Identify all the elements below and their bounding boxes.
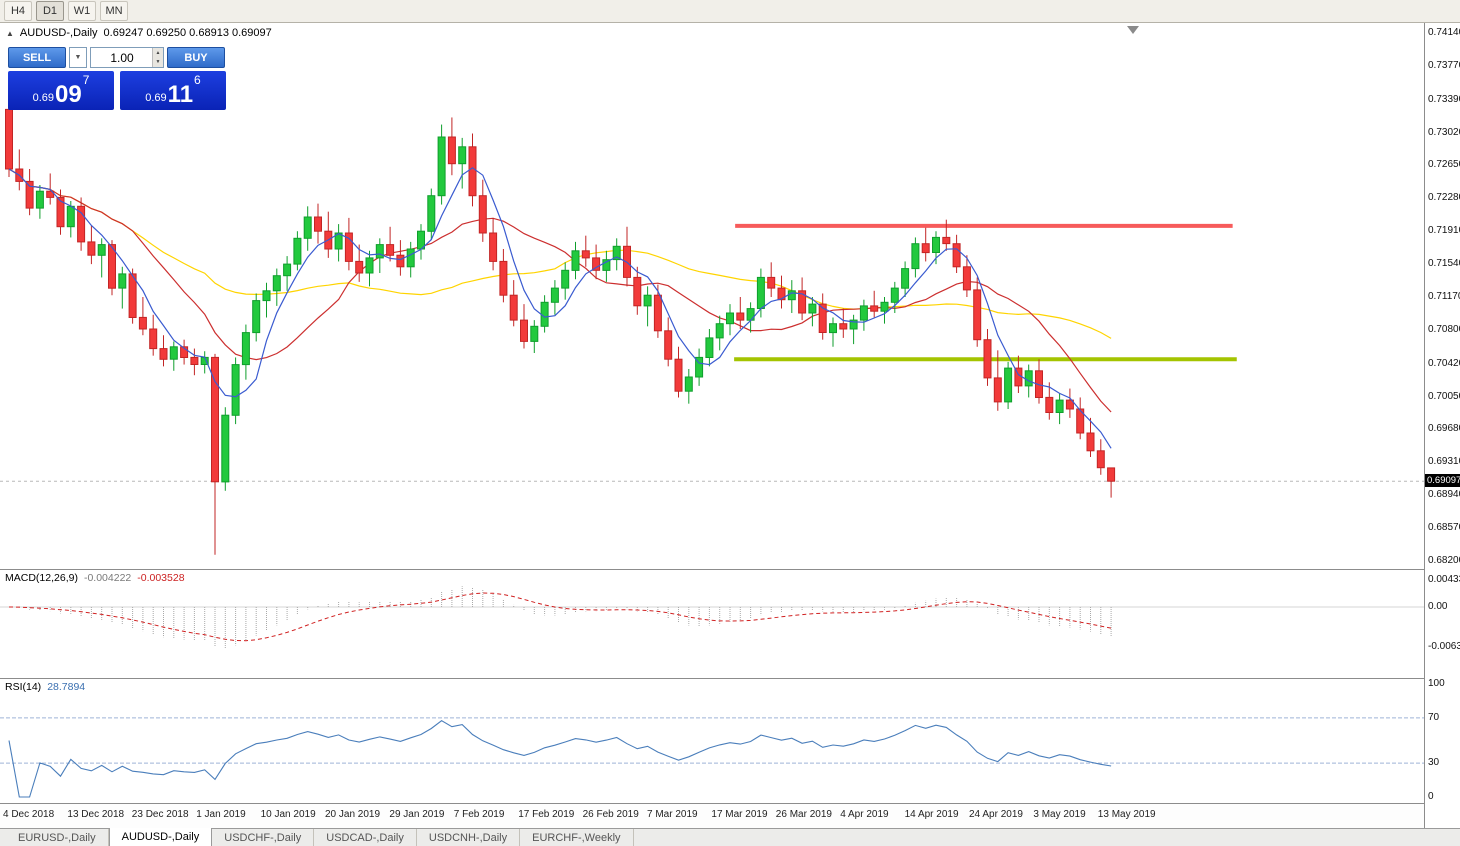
tab-audusd-daily[interactable]: AUDUSD-,Daily	[108, 828, 213, 846]
chart-symbol-label: AUDUSD-,Daily	[19, 27, 98, 39]
date-axis-label: 14 Apr 2019	[904, 809, 959, 820]
ask-price-big: 11	[167, 81, 194, 108]
macd-axis-label: 0.00	[1428, 601, 1448, 612]
chart-title: ▲ AUDUSD-,Daily 0.69247 0.69250 0.68913 …	[6, 27, 272, 39]
tab-usdcnh-daily[interactable]: USDCNH-,Daily	[417, 829, 521, 846]
timeframe-w1-button[interactable]: W1	[68, 1, 96, 21]
bid-price-sup: 7	[82, 73, 90, 87]
date-axis-label: 17 Mar 2019	[711, 809, 768, 820]
date-axis-label: 4 Dec 2018	[3, 809, 55, 820]
timeframe-h4-button[interactable]: H4	[4, 1, 32, 21]
rsi-axis-label: 0	[1428, 791, 1434, 802]
ask-price-sup: 6	[194, 73, 201, 87]
macd-signal-value: -0.003528	[137, 572, 185, 584]
volume-decrement-button[interactable]: ▼	[152, 57, 163, 67]
buy-button[interactable]: BUY	[167, 47, 225, 68]
date-axis-label: 26 Feb 2019	[582, 809, 639, 820]
date-axis-label: 4 Apr 2019	[840, 809, 889, 820]
time-axis[interactable]: 4 Dec 2018 13 Dec 2018 23 Dec 2018 1 Jan 20…	[0, 804, 1424, 828]
volume-dropdown[interactable]: ▼	[69, 47, 87, 68]
one-click-trading-widget: SELL ▼ ▲ ▼ BUY 0.69 09 7 0.69 11	[8, 47, 238, 110]
tab-eurusd-daily[interactable]: EURUSD-,Daily	[6, 829, 109, 846]
chart-window: ▲ AUDUSD-,Daily 0.69247 0.69250 0.68913 …	[0, 23, 1460, 828]
date-axis-label: 1 Jan 2019	[196, 809, 246, 820]
rsi-header: RSI(14) 28.7894	[5, 681, 85, 693]
panel-separator[interactable]	[0, 569, 1460, 570]
date-axis-label: 7 Feb 2019	[453, 809, 505, 820]
bid-price-button[interactable]: 0.69 09 7	[8, 71, 114, 110]
macd-axis-label: -0.006375	[1428, 640, 1460, 652]
timeframe-d1-button[interactable]: D1	[36, 1, 64, 21]
date-axis-label: 13 May 2019	[1097, 809, 1156, 820]
bid-price-big: 09	[55, 81, 82, 108]
price-axis-label: 0.71170	[1428, 291, 1460, 302]
ask-price-button[interactable]: 0.69 11 6	[120, 71, 226, 110]
date-axis-label: 23 Dec 2018	[131, 809, 189, 820]
panel-separator[interactable]	[0, 803, 1460, 804]
macd-panel-canvas[interactable]	[0, 570, 1424, 678]
tab-usdcad-daily[interactable]: USDCAD-,Daily	[314, 829, 417, 846]
price-chart-canvas[interactable]	[0, 23, 1424, 569]
volume-increment-button[interactable]: ▲	[152, 48, 163, 58]
current-price-tag: 0.69097	[1425, 474, 1460, 488]
tab-usdchf-daily[interactable]: USDCHF-,Daily	[212, 829, 315, 846]
date-axis-label: 20 Jan 2019	[325, 809, 381, 820]
date-axis-label: 17 Feb 2019	[518, 809, 575, 820]
bid-price-prefix: 0.69	[32, 92, 55, 104]
macd-value: -0.004222	[83, 572, 132, 584]
volume-input[interactable]	[91, 48, 163, 67]
rsi-label: RSI(14)	[5, 681, 42, 693]
symbol-arrow-icon: ▲	[6, 28, 14, 38]
chevron-down-icon: ▼	[74, 54, 82, 61]
timeframe-toolbar: H4 D1 W1 MN	[0, 0, 1460, 23]
rsi-axis-label: 70	[1428, 711, 1440, 723]
ask-price-prefix: 0.69	[145, 92, 167, 104]
macd-header: MACD(12,26,9) -0.004222 -0.003528	[5, 572, 185, 584]
rsi-axis-label: 100	[1428, 678, 1445, 689]
date-axis-label: 13 Dec 2018	[67, 809, 125, 820]
rsi-axis-label: 30	[1428, 757, 1440, 769]
date-axis-label: 29 Jan 2019	[389, 809, 445, 820]
macd-axis-label: 0.004331	[1428, 574, 1460, 585]
macd-label: MACD(12,26,9)	[5, 572, 78, 584]
timeframe-mn-button[interactable]: MN	[100, 1, 128, 21]
date-axis-label: 7 Mar 2019	[647, 809, 698, 820]
chart-ohlc-values: 0.69247 0.69250 0.68913 0.69097	[103, 27, 272, 39]
date-axis-label: 26 Mar 2019	[775, 809, 832, 820]
date-axis-label: 3 May 2019	[1033, 809, 1086, 820]
rsi-panel-canvas[interactable]	[0, 679, 1424, 803]
date-axis-label: 24 Apr 2019	[969, 809, 1023, 820]
sell-button[interactable]: SELL	[8, 47, 66, 68]
rsi-value: 28.7894	[47, 681, 86, 693]
date-axis-label: 10 Jan 2019	[260, 809, 316, 820]
tab-eurchf-weekly[interactable]: EURCHF-,Weekly	[520, 829, 634, 846]
panel-separator[interactable]	[0, 678, 1460, 679]
chart-tab-bar: EURUSD-,Daily AUDUSD-,Daily USDCHF-,Dail…	[0, 828, 1460, 846]
volume-field-wrap: ▲ ▼	[90, 47, 164, 68]
